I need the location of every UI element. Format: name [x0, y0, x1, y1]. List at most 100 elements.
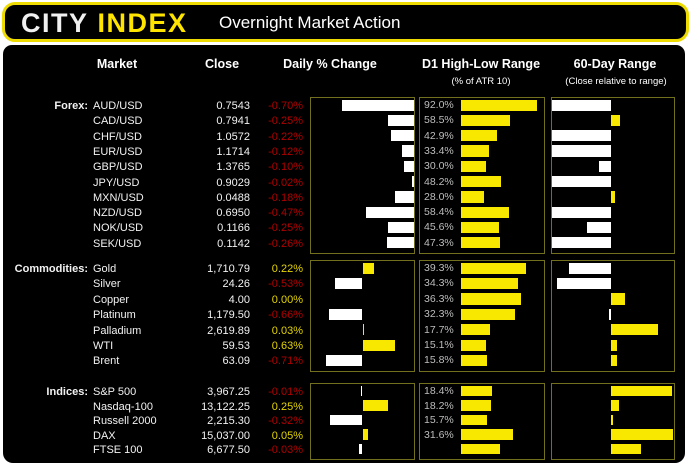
d1-range-bar: [461, 385, 492, 396]
range60-bar: [609, 308, 611, 321]
market-name: GBP/USD: [93, 161, 143, 174]
column-header-close: Close: [204, 57, 240, 71]
column-header-d1-range: D1 High-Low Range: [421, 57, 541, 71]
d1-range-chart: 18.4% 18.2% 15.7% 31.6%: [419, 383, 545, 460]
d1-value-label: 39.3%: [424, 262, 454, 274]
section-label: Forex:: [54, 100, 88, 112]
market-name: Platinum: [93, 309, 136, 322]
close-value: 3,967.25: [207, 386, 250, 398]
range60-bar: [552, 99, 611, 111]
range60-bar: [611, 385, 673, 396]
d1-value-label: 47.3%: [424, 236, 454, 249]
market-name: Gold: [93, 263, 117, 275]
daily-change-value: -0.26%: [268, 237, 303, 250]
daily-change-bar: [411, 176, 414, 188]
close-value: 0.9029: [216, 176, 250, 189]
market-name: CHF/USD: [93, 130, 142, 143]
close-value: 4.00: [228, 293, 250, 306]
range60-bar: [552, 145, 611, 157]
range60-bar: [552, 237, 611, 249]
d1-range-bar: [461, 176, 501, 188]
daily-change-value: -0.18%: [268, 191, 303, 204]
daily-change-bar: [365, 206, 414, 218]
daily-change-value: -0.71%: [268, 355, 303, 368]
d1-value-label: 42.9%: [424, 129, 454, 142]
range60-chart: [551, 383, 675, 460]
range60-bar: [552, 176, 611, 188]
daily-change-value: -0.12%: [268, 145, 303, 158]
d1-value-label: 48.2%: [424, 175, 454, 188]
column-header-market: Market: [96, 57, 138, 71]
market-name: DAX: [93, 429, 116, 442]
close-value: 1,179.50: [207, 309, 250, 322]
d1-range-bar: [461, 277, 518, 290]
range60-bar: [611, 414, 613, 425]
daily-change-bar: [335, 277, 363, 290]
header-capsule: CITY INDEX Overnight Market Action: [2, 2, 689, 42]
section-forex: 92.0% 58.5% 42.9% 33.4% 30.0% 48.2% 28.0% 58.4%…: [3, 97, 685, 256]
d1-value-label: 18.4%: [424, 385, 454, 397]
range60-bar: [611, 324, 659, 336]
range60-bar: [599, 160, 611, 172]
range60-chart: [551, 260, 675, 372]
d1-range-bar: [461, 308, 515, 321]
daily-change-bar: [361, 385, 363, 396]
daily-change-chart: [310, 383, 415, 460]
market-name: Nasdaq-100: [93, 400, 153, 413]
d1-value-label: 32.3%: [424, 308, 454, 321]
daily-change-value: -0.66%: [268, 309, 303, 322]
close-value: 1.1714: [216, 145, 250, 158]
market-name: AUD/USD: [93, 100, 143, 112]
daily-change-bar: [329, 414, 363, 425]
close-value: 0.1142: [217, 237, 250, 250]
close-value: 0.7543: [216, 100, 250, 112]
daily-change-bar: [387, 237, 414, 249]
market-name: Russell 2000: [93, 415, 157, 427]
range60-bar: [568, 262, 611, 274]
d1-range-bar: [461, 443, 500, 454]
report-title: Overnight Market Action: [219, 13, 401, 32]
close-value: 2,619.89: [207, 324, 250, 337]
close-value: 59.53: [222, 340, 250, 352]
d1-range-chart: 92.0% 58.5% 42.9% 33.4% 30.0% 48.2% 28.0% 58.4%…: [419, 97, 545, 254]
d1-value-label: 33.4%: [424, 144, 454, 157]
daily-change-value: -0.10%: [268, 161, 303, 174]
close-value: 1,710.79: [207, 263, 250, 275]
d1-range-bar: [461, 206, 510, 218]
d1-range-bar: [461, 191, 485, 203]
close-value: 6,677.50: [207, 444, 250, 456]
daily-change-bar: [401, 145, 414, 157]
range60-bar: [611, 293, 625, 305]
daily-change-chart: [310, 97, 415, 254]
d1-value-label: 15.7%: [424, 414, 454, 426]
d1-range-bar: [461, 237, 501, 249]
d1-range-bar: [461, 339, 487, 351]
d1-range-bar: [461, 130, 497, 142]
range60-bar: [552, 130, 611, 142]
close-value: 0.6950: [216, 207, 250, 220]
column-subheader-close-relative: (Close relative to range): [565, 76, 667, 87]
close-value: 63.09: [222, 355, 250, 368]
daily-change-value: -0.70%: [268, 100, 303, 112]
range60-bar: [552, 206, 611, 218]
d1-range-bar: [461, 221, 499, 234]
daily-change-bar: [388, 221, 414, 234]
range60-bar: [611, 429, 674, 440]
daily-change-bar: [395, 191, 414, 203]
logo-index: INDEX: [97, 8, 188, 38]
range60-bar: [556, 277, 611, 290]
range60-bar: [587, 221, 611, 234]
daily-change-value: 0.03%: [271, 324, 303, 337]
daily-change-value: -0.25%: [268, 222, 303, 235]
daily-change-value: -0.53%: [268, 278, 303, 291]
d1-value-label: 34.3%: [424, 277, 454, 290]
market-name: SEK/USD: [93, 237, 142, 250]
close-value: 0.1166: [217, 222, 250, 235]
daily-change-value: 0.25%: [271, 400, 303, 413]
market-name: MXN/USD: [93, 191, 144, 204]
close-value: 0.0488: [216, 191, 250, 204]
daily-change-value: 0.05%: [271, 429, 303, 442]
column-header-60day-range: 60-Day Range: [573, 57, 657, 71]
range60-chart: [551, 97, 675, 254]
